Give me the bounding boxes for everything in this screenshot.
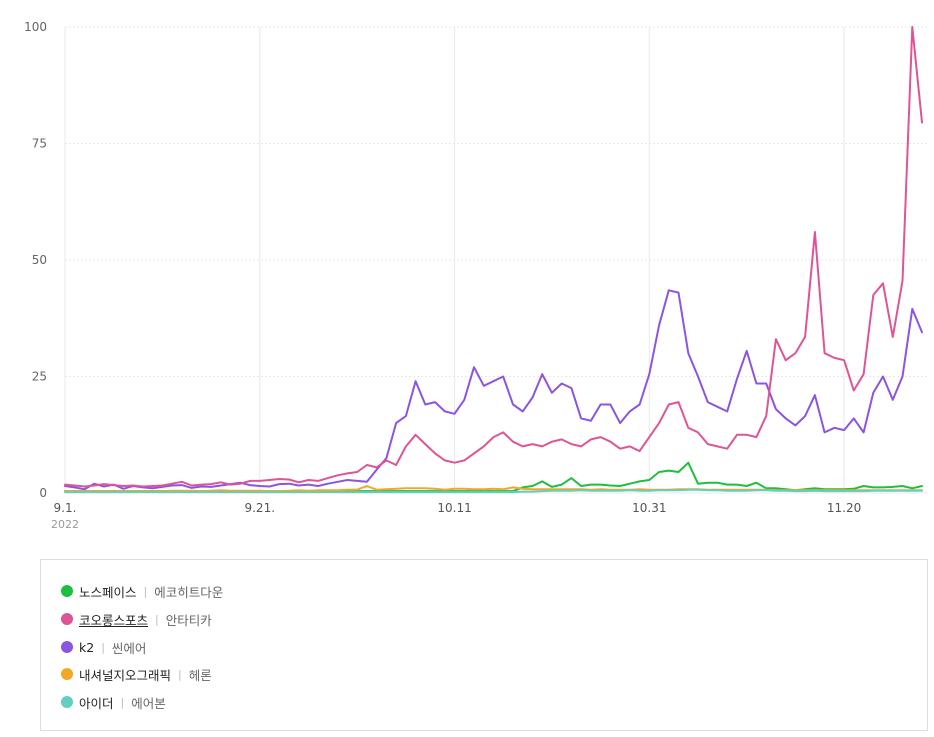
y-tick-label: 25 <box>32 370 47 384</box>
series-color-dot <box>61 641 73 653</box>
legend-product-label: 씬에어 <box>111 640 147 656</box>
legend-box: 노스페이스 | 에코히트다운 코오롱스포츠 | 안타티카 k2 | 씬에어 내셔… <box>40 559 928 731</box>
legend-brand-label: 내셔널지오그래픽 <box>79 667 172 683</box>
legend-separator: | <box>101 640 105 654</box>
x-tick-label: 10.11 <box>437 501 471 515</box>
x-tick-label: 11.20 <box>827 501 861 515</box>
trend-line-chart: 0 25 50 75 100 9.1. 2022 9.21. 10.11 10.31 11.20 <box>24 20 928 531</box>
legend-separator: | <box>143 584 148 598</box>
legend-separator: | <box>155 612 159 626</box>
x-tick-sublabel: 2022 <box>51 518 79 531</box>
series-line <box>64 289 923 491</box>
legend-product-label: 에코히트다운 <box>154 584 224 600</box>
legend-item-natgeo[interactable]: 내셔널지오그래픽 | 헤론 <box>61 665 212 683</box>
x-tick-label: 10.31 <box>632 501 666 515</box>
y-tick-label: 75 <box>32 137 47 151</box>
legend-brand-label: 코오롱스포츠 <box>79 612 149 628</box>
y-tick-label: 100 <box>24 20 47 34</box>
legend-brand-label: k2 <box>79 639 95 655</box>
legend-product-label: 헤론 <box>188 667 212 683</box>
series-color-dot <box>61 585 73 597</box>
series-color-dot <box>61 696 73 708</box>
series-line <box>64 488 923 494</box>
legend-item-k2[interactable]: k2 | 씬에어 <box>61 638 146 656</box>
x-tick-label: 9.1. <box>54 501 77 515</box>
legend-product-label: 안타티카 <box>165 612 212 628</box>
legend-item-eider[interactable]: 아이더 | 에어본 <box>61 693 166 711</box>
legend-separator: | <box>120 695 125 709</box>
legend-item-northface[interactable]: 노스페이스 | 에코히트다운 <box>61 582 223 600</box>
legend-product-label: 에어본 <box>131 695 166 711</box>
x-tick-label: 9.21. <box>244 501 275 515</box>
legend-item-kolonsport[interactable]: 코오롱스포츠 | 안타티카 <box>61 610 212 628</box>
series-color-dot <box>61 668 73 680</box>
legend-brand-label: 아이더 <box>79 695 114 711</box>
y-tick-label: 0 <box>39 486 47 500</box>
legend-brand-label: 노스페이스 <box>79 584 137 600</box>
y-tick-label: 50 <box>32 253 47 267</box>
legend-separator: | <box>178 667 182 681</box>
series-color-dot <box>61 613 73 625</box>
series-line <box>64 26 923 488</box>
